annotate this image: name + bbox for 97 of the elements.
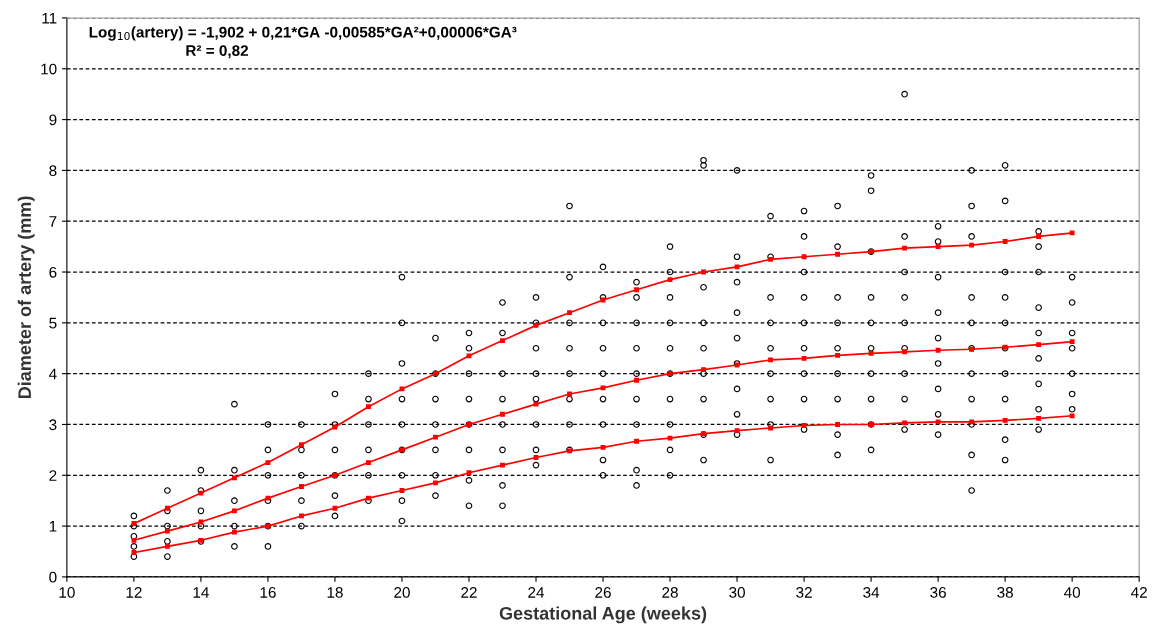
y-tick-label: 1 [49, 521, 57, 532]
point [801, 355, 807, 361]
point [466, 470, 472, 476]
x-tick-label: 40 [1064, 587, 1081, 598]
y-tick-label: 5 [49, 317, 57, 329]
y-tick-label: 2 [49, 470, 57, 481]
point [801, 423, 807, 428]
point [1069, 413, 1075, 419]
x-tick-label: 32 [796, 587, 812, 598]
x-tick-label: 16 [260, 587, 276, 598]
y-tick-label: 4 [49, 368, 57, 380]
point [935, 419, 941, 425]
x-tick-label: 12 [126, 587, 142, 598]
point [500, 411, 505, 417]
point [399, 386, 405, 392]
point [399, 488, 405, 493]
x-tick-label: 18 [327, 587, 343, 598]
point [1002, 417, 1008, 423]
point [198, 519, 204, 525]
point [768, 357, 773, 363]
y-tick-label: 11 [42, 12, 57, 24]
point [1069, 339, 1075, 345]
point [131, 521, 137, 526]
point [500, 462, 505, 468]
point [935, 244, 941, 250]
y-axis-title: Diameter of artery (mm) [17, 196, 35, 399]
point [835, 352, 841, 358]
x-tick-label: 24 [528, 587, 545, 598]
point [231, 508, 237, 514]
point [634, 438, 639, 444]
point [835, 422, 841, 427]
x-tick-label: 14 [193, 587, 209, 598]
point [299, 513, 304, 519]
x-tick-label: 36 [930, 587, 946, 598]
point [902, 349, 908, 355]
point [1036, 342, 1042, 348]
x-tick-label: 26 [595, 587, 611, 598]
x-tick-label: 34 [863, 587, 880, 598]
point [1002, 239, 1008, 244]
y-tick-label: 3 [49, 419, 57, 431]
point [1069, 230, 1075, 236]
x-tick-label: 10 [59, 587, 75, 598]
point [1036, 415, 1042, 421]
point [131, 537, 137, 543]
point [701, 269, 706, 275]
x-axis-title: Gestational Age (weeks) [499, 606, 707, 624]
point [533, 455, 539, 460]
point [366, 460, 371, 466]
point [768, 425, 773, 431]
point [868, 350, 874, 356]
point [935, 347, 941, 353]
x-tick-label: 22 [461, 587, 477, 598]
x-tick-label: 28 [662, 587, 678, 598]
y-tick-label: 0 [49, 571, 57, 583]
y-tick-label: 9 [49, 114, 57, 126]
point [734, 428, 740, 433]
point [332, 505, 338, 511]
point [265, 460, 271, 466]
point [231, 529, 237, 535]
point [835, 251, 841, 257]
y-tick-label: 8 [49, 165, 57, 177]
point [466, 353, 472, 359]
point [902, 420, 908, 426]
point [600, 385, 606, 391]
x-tick-label: 42 [1131, 587, 1147, 598]
point [634, 287, 639, 293]
point [902, 245, 908, 251]
point [299, 484, 304, 489]
point [801, 254, 807, 260]
point [433, 434, 438, 440]
point [533, 401, 539, 407]
point [1036, 234, 1042, 239]
x-tick-label: 30 [729, 587, 745, 598]
point [299, 442, 304, 448]
y-tick-label: 6 [49, 266, 57, 278]
point [667, 277, 673, 283]
point [634, 377, 639, 383]
annotation: R² = 0,82 [186, 45, 249, 59]
point [701, 367, 706, 373]
point [433, 480, 438, 486]
point [600, 444, 606, 450]
x-tick-label: 20 [394, 587, 410, 598]
point [164, 505, 170, 511]
point [366, 404, 371, 410]
point [567, 310, 572, 316]
point [667, 435, 673, 441]
y-tick-label: 10 [41, 63, 57, 75]
y-tick-label: 7 [49, 216, 57, 227]
point [567, 391, 572, 397]
point [131, 550, 137, 555]
point [164, 543, 170, 549]
point [500, 338, 505, 344]
point [164, 528, 170, 534]
annotation: Log$_{10}$(artery) = -1,902 + 0,21*GA -0,00585*GA²+0,00006*GA³ [89, 26, 517, 41]
point [231, 475, 237, 481]
x-tick-label: 38 [997, 587, 1013, 598]
point [969, 242, 975, 248]
